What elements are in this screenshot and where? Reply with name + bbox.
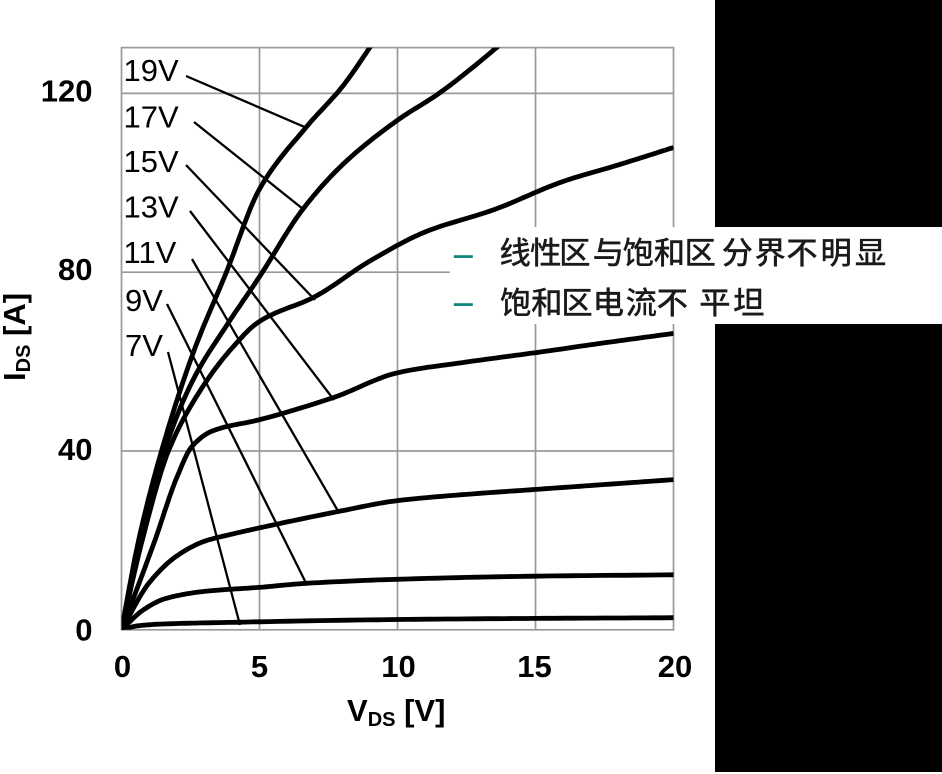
svg-text:0: 0 bbox=[114, 649, 131, 684]
svg-text:VDS [V]: VDS [V] bbox=[347, 693, 445, 731]
svg-text:13V: 13V bbox=[124, 190, 179, 225]
svg-text:17V: 17V bbox=[124, 100, 179, 135]
svg-text:7V: 7V bbox=[125, 328, 163, 363]
svg-text:120: 120 bbox=[41, 74, 93, 109]
svg-text:80: 80 bbox=[58, 252, 92, 287]
svg-text:10: 10 bbox=[381, 649, 415, 684]
svg-text:40: 40 bbox=[58, 432, 92, 467]
svg-text:19V: 19V bbox=[124, 53, 179, 88]
svg-text:15: 15 bbox=[517, 649, 551, 684]
svg-text:20: 20 bbox=[658, 649, 692, 684]
svg-text:9V: 9V bbox=[125, 283, 163, 318]
svg-text:15V: 15V bbox=[124, 144, 179, 179]
svg-text:5: 5 bbox=[251, 649, 268, 684]
svg-text:0: 0 bbox=[75, 612, 92, 647]
svg-text:11V: 11V bbox=[124, 235, 177, 270]
